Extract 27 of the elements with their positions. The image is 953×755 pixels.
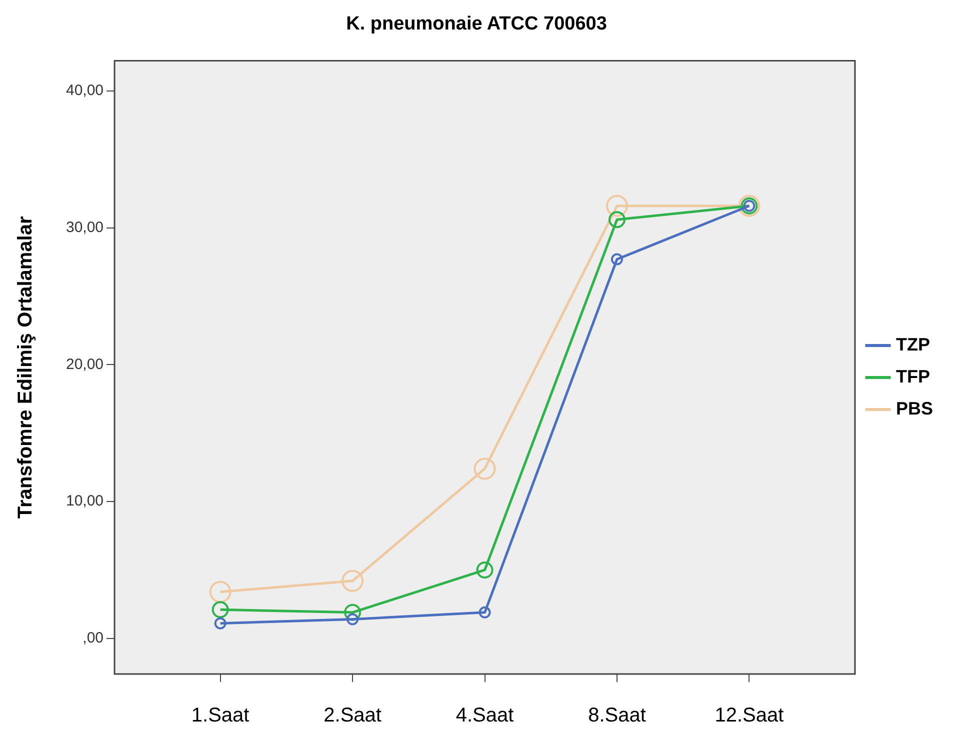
legend-label: PBS [896,398,934,418]
point [478,606,491,618]
y-tick-label: ,00 [82,630,104,647]
point [606,194,628,217]
point [214,617,226,630]
point [209,580,232,603]
y-tick-label: 30,00 [66,218,104,236]
point [610,253,623,266]
chart-title: K. pneumonaie ATCC 700603 [346,14,607,35]
legend-label: TFP [896,366,930,386]
y-tick-label: 10,00 [66,492,104,510]
point [474,458,496,480]
x-tick-label: 4.Saat [456,704,514,727]
x-tick-label: 1.Saat [191,704,250,727]
legend-label: TZP [896,334,930,354]
y-axis-title: Transfomre Edilmiş Ortalamalar [14,216,37,519]
x-tick-label: 12.Saat [714,704,784,727]
point [212,601,229,618]
x-tick-label: 8.Saat [588,704,646,727]
y-tick-label: 40,00 [66,82,104,100]
point [346,613,359,626]
point [608,211,626,228]
point [476,561,494,578]
y-tick-label: 20,00 [66,356,104,373]
point [344,604,362,621]
point [342,570,364,592]
x-tick-label: 2.Saat [324,704,382,727]
